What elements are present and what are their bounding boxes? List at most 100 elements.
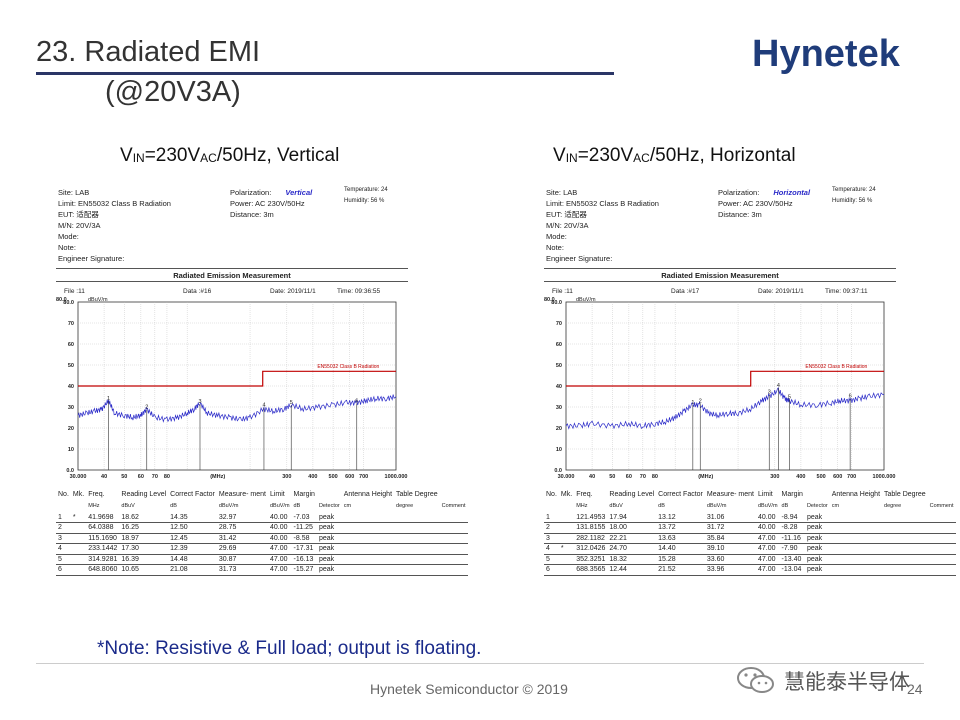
table-header-row: No. Mk. Freq. Reading Level Correct Factor Me…: [544, 491, 956, 502]
unit-cell: dB: [170, 502, 177, 509]
cell-correct: 14.40: [658, 545, 676, 553]
cell-margin: -7.03: [293, 513, 310, 521]
x-tick-label: 400: [308, 474, 317, 480]
cell-limit: 47.00: [269, 566, 288, 574]
plot-file: File :11: [64, 288, 85, 295]
cell-mk: [559, 523, 574, 534]
cell-no: 5: [546, 555, 550, 563]
cell-empty: [342, 565, 394, 576]
cell-no: 4: [58, 545, 62, 553]
x-tick-label: 50: [609, 474, 615, 480]
cell-mk: [71, 565, 86, 576]
y-axis-unit: dBuV/m: [576, 297, 596, 303]
y-tick-label: 0.0: [66, 468, 74, 474]
column-header: Freq.: [576, 491, 593, 498]
marker-label: 5: [290, 400, 293, 406]
report-mode: Mode:: [546, 232, 567, 241]
cell-freq: 688.3565: [576, 566, 606, 574]
plot-file: File :11: [552, 288, 573, 295]
caption-divider: [544, 281, 896, 282]
cell-empty: [394, 533, 440, 544]
plot-date: Date: 2019/11/1: [270, 288, 316, 295]
cell-margin: -13.04: [781, 566, 802, 574]
report-humidity: Humidity: 56 %: [832, 198, 873, 204]
slide-subtitle: (@20V3A): [105, 76, 241, 108]
cell-empty: [928, 533, 956, 544]
unit-cell: cm: [831, 502, 840, 509]
x-tick-label: 40: [101, 474, 107, 480]
column-header: [440, 491, 468, 502]
table-unit-row: MHz dBuV dB dBuV/m dBuV/m dB Detector cm degree C…: [56, 502, 468, 513]
cell-mk: [559, 512, 574, 523]
column-header: No.: [58, 491, 69, 498]
wechat-watermark: 慧能泰半导体: [736, 664, 946, 698]
cell-empty: [882, 523, 928, 534]
cell-detector: peak: [318, 513, 335, 521]
cell-margin: -17.31: [293, 545, 314, 553]
footer-divider: [36, 663, 924, 664]
cell-empty: [882, 512, 928, 523]
limit-line: [78, 370, 396, 387]
cell-empty: [394, 523, 440, 534]
cell-margin: -8.58: [293, 534, 310, 542]
y-tick-label: 70: [556, 321, 562, 327]
column-header: Antenna Height: [831, 491, 881, 498]
y-tick-label: 10: [556, 447, 562, 453]
cell-limit: 40.00: [757, 524, 776, 532]
unit-cell: dBuV/m: [218, 502, 239, 509]
report-note: Note:: [546, 243, 564, 252]
cell-empty: [928, 565, 956, 576]
x-tick-label: 40: [589, 474, 595, 480]
report-eng: Engineer Signature:: [58, 254, 125, 263]
cell-measurement: 30.87: [218, 555, 237, 563]
y-axis-top-label: 80.0: [544, 297, 555, 303]
x-tick-label: 60: [138, 474, 144, 480]
cell-mk: [71, 523, 86, 534]
cell-measurement: 31.06: [706, 513, 725, 521]
cell-freq: 312.0426: [576, 545, 606, 553]
page-number: 24: [907, 681, 923, 697]
marker-label: 6: [355, 398, 358, 404]
cell-measurement: 39.10: [706, 545, 725, 553]
marker-label: 4: [777, 383, 780, 389]
cell-detector: peak: [806, 513, 823, 521]
cell-no: 2: [546, 524, 550, 532]
unit-cell: dB: [658, 502, 665, 509]
wechat-icon: [737, 667, 774, 693]
x-tick-label: 80: [652, 474, 658, 480]
measurement-table: No. Mk. Freq. Reading Level Correct Factor Me…: [56, 491, 468, 576]
caption-divider: [56, 281, 408, 282]
cell-correct: 21.08: [170, 566, 188, 574]
cell-empty: [928, 512, 956, 523]
cell-margin: -11.25: [293, 524, 313, 532]
cell-empty: [342, 544, 394, 555]
table-unit-row: MHz dBuV dB dBuV/m dBuV/m dB Detector cm degree C…: [544, 502, 956, 513]
report-site: Site: LAB: [58, 188, 90, 197]
marker-label: 3: [768, 390, 771, 396]
report-temperature: Temperature: 24: [832, 187, 876, 193]
y-tick-label: 50: [556, 363, 562, 369]
marker-label: 3: [198, 399, 201, 405]
footer-copyright: Hynetek Semiconductor © 2019: [370, 681, 568, 697]
cell-margin: -15.27: [293, 566, 314, 574]
cell-no: 1: [546, 513, 550, 521]
x-tick-label: 300: [770, 474, 779, 480]
x-tick-label: 700: [847, 474, 856, 480]
cell-empty: [830, 565, 882, 576]
x-tick-label: 700: [359, 474, 368, 480]
cell-reading: 18.32: [609, 555, 627, 563]
table-row: 1 * 41.9698 18.62 14.35 32.97 40.00 -7.03 peak: [56, 512, 468, 523]
cell-empty: [342, 533, 394, 544]
column-header: Measure- ment: [706, 491, 754, 498]
cell-measurement: 35.84: [706, 534, 725, 542]
cell-empty: [830, 554, 882, 565]
cell-measurement: 31.42: [218, 534, 237, 542]
unit-cell: dBuV/m: [269, 502, 290, 509]
report-limit: Limit: EN55032 Class B Radiation: [58, 199, 171, 208]
x-tick-label: 600: [345, 474, 354, 480]
x-tick-label: (MHz): [698, 474, 713, 480]
unit-cell: dBuV: [609, 502, 623, 509]
unit-cell: dB: [781, 502, 789, 509]
cell-empty: [882, 533, 928, 544]
unit-cell: [544, 502, 559, 513]
